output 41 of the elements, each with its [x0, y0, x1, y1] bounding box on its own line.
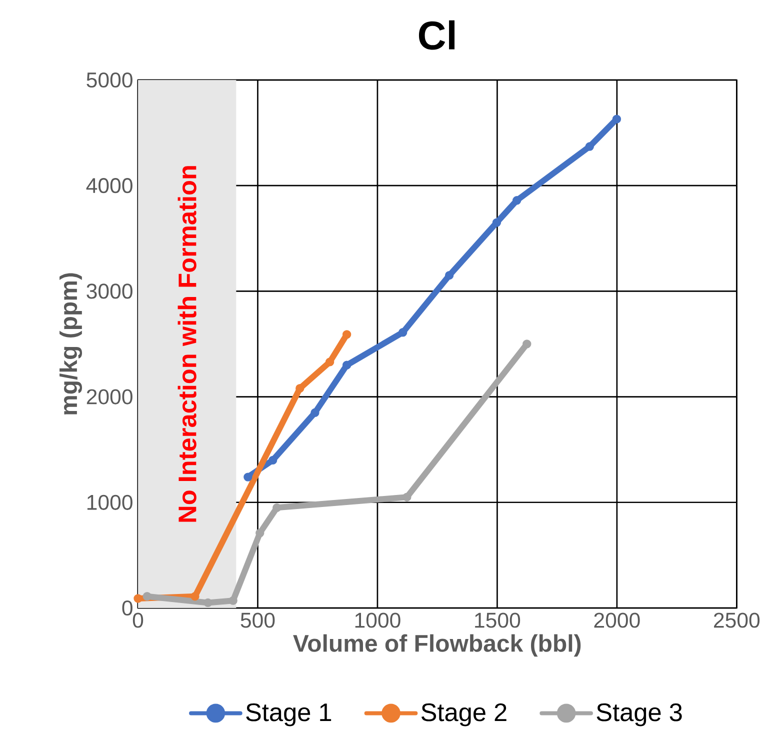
point	[134, 594, 142, 603]
point	[228, 596, 238, 605]
point	[256, 528, 264, 538]
x-tick-label: 0	[132, 612, 144, 628]
y-tick-label: 2000	[86, 389, 132, 404]
point	[342, 330, 352, 339]
y-tick-label: 0	[122, 600, 132, 616]
point	[585, 142, 594, 151]
legend-label: Stage 2	[421, 703, 506, 726]
point	[268, 456, 278, 464]
legend-label: Stage 1	[246, 703, 332, 726]
point	[296, 384, 304, 393]
x-tick-label: 1500	[475, 612, 520, 628]
x-tick-label: 1000	[355, 612, 400, 628]
point	[310, 408, 320, 417]
chart-title: Cl	[418, 20, 454, 50]
point	[402, 492, 412, 502]
y-axis-title: mg/kg (ppm)	[60, 273, 82, 414]
y-tick-label: 1000	[87, 494, 132, 510]
point	[492, 218, 502, 227]
point	[342, 360, 352, 370]
point	[398, 328, 408, 337]
point	[244, 472, 252, 482]
x-tick-label: 2000	[594, 612, 640, 628]
x-tick-label: 2500	[714, 612, 760, 628]
point	[522, 340, 532, 348]
legend-label: Stage 3	[596, 703, 682, 726]
point	[444, 271, 454, 280]
x-axis-title: Volume of Flowback (bbl)	[293, 634, 581, 657]
band-label: No Interaction with Formation	[178, 166, 196, 522]
x-tick-label: 500	[240, 612, 275, 628]
y-tick-label: 3000	[86, 284, 132, 299]
point	[325, 358, 334, 366]
point	[512, 196, 522, 205]
y-tick-label: 5000	[86, 72, 132, 88]
point	[204, 598, 212, 608]
point	[272, 503, 282, 512]
point	[612, 114, 622, 124]
point	[142, 592, 152, 601]
point	[190, 592, 200, 601]
y-tick-label: 4000	[86, 178, 132, 194]
